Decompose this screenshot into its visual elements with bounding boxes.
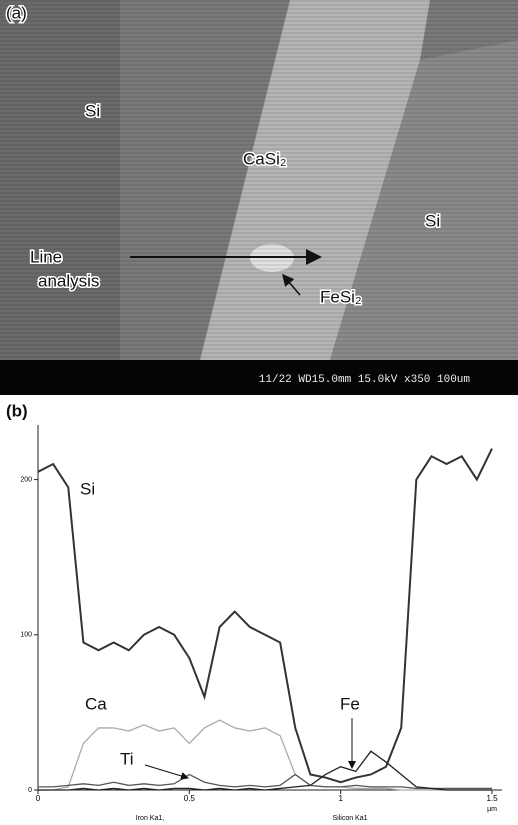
line-label: analysis	[38, 271, 99, 290]
x-tick-label: 1.5	[486, 794, 498, 803]
phase-label: Si	[425, 211, 440, 230]
series-line	[38, 750, 492, 791]
series-line	[38, 773, 492, 790]
phase-label: CaSi₂	[243, 149, 286, 168]
series-label: Ca	[85, 694, 107, 713]
panel-label: (b)	[6, 401, 28, 420]
x-tick-label: 1	[338, 794, 343, 803]
annotation-arrow	[144, 764, 189, 780]
y-tick-label: 100	[20, 632, 32, 639]
series-label: Ti	[120, 749, 134, 768]
x-tick-label: 0.5	[184, 794, 196, 803]
info-bar: 11/22 WD15.0mm 15.0kV x350 100um	[259, 374, 471, 386]
series-label: Fe	[340, 694, 360, 713]
footer: Iron Ka1,	[136, 815, 164, 822]
series-label: Si	[80, 479, 95, 498]
panel-label: (a)	[6, 3, 27, 22]
footer: Silicon Ka1	[332, 815, 367, 822]
series-line	[37, 448, 493, 784]
y-tick-label: 0	[28, 787, 32, 794]
phase-label: Si	[85, 101, 100, 120]
line-label: Line	[30, 247, 62, 266]
x-tick-label: 0	[36, 794, 41, 803]
sem-image	[0, 0, 518, 395]
series-line	[38, 719, 492, 791]
x-unit: μm	[487, 806, 497, 813]
phase-label: FeSi₂	[320, 287, 362, 306]
y-tick-label: 200	[20, 476, 32, 483]
